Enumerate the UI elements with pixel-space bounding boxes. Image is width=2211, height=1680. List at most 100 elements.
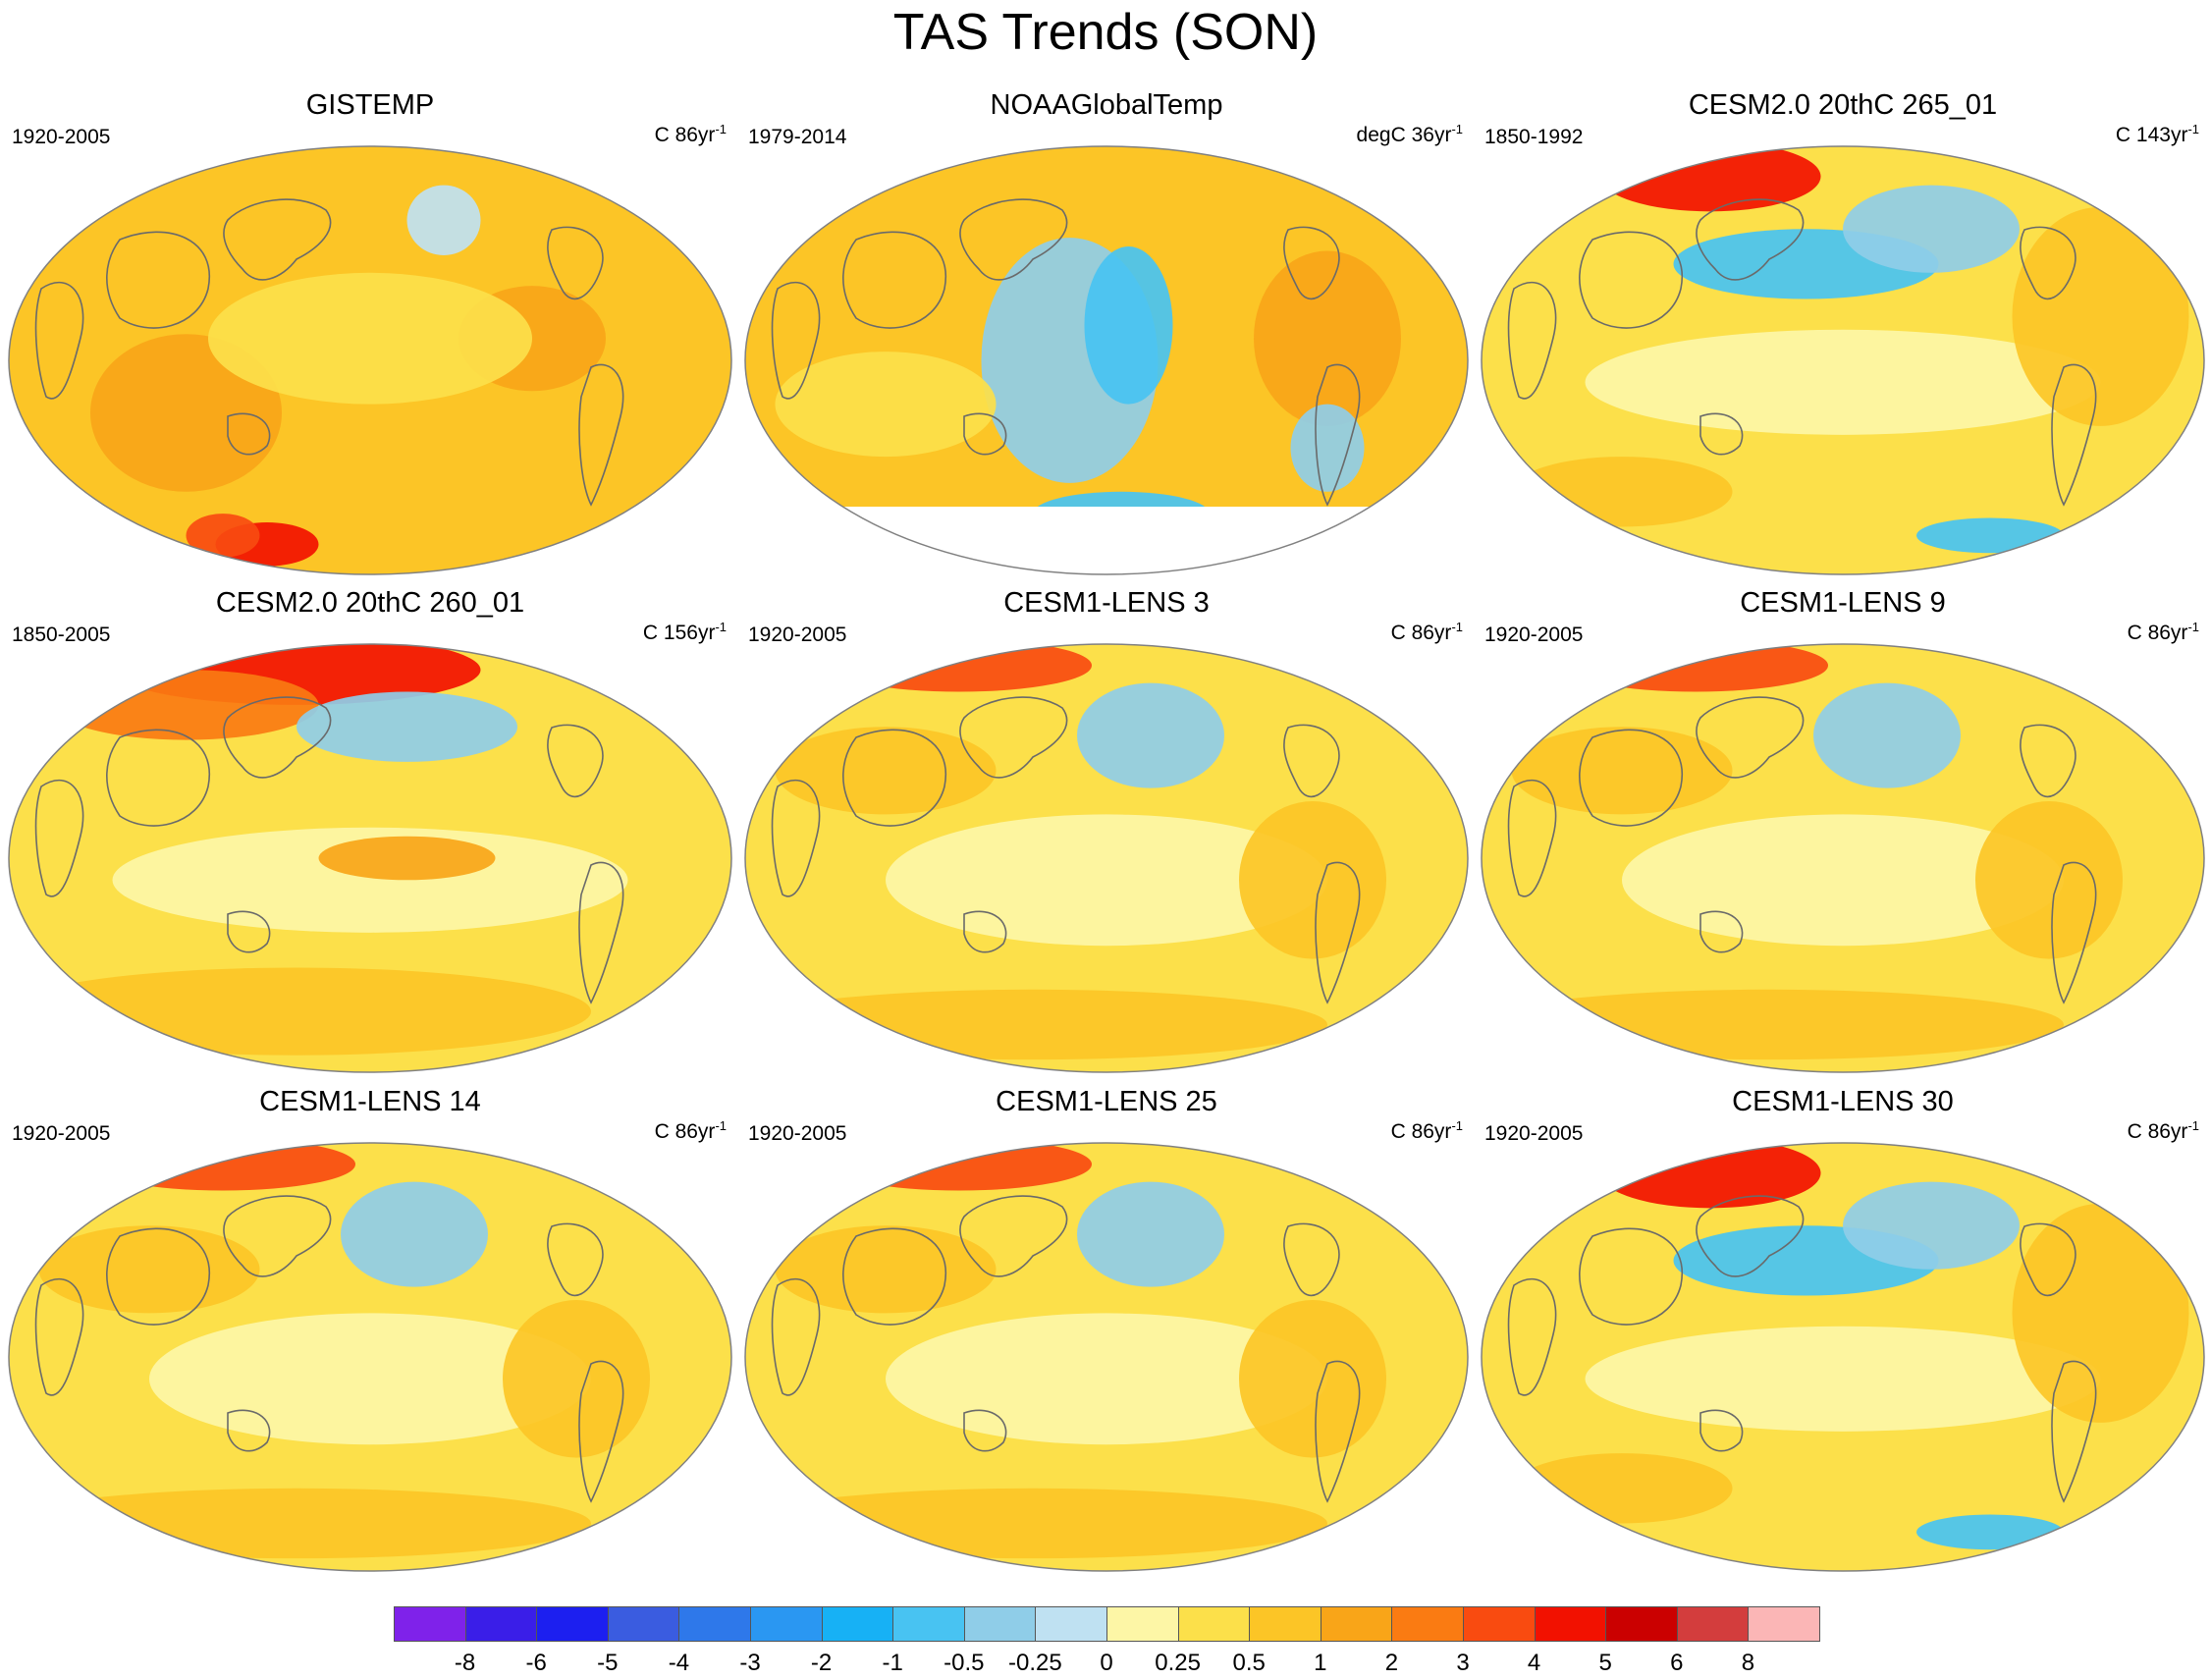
- colorbar-swatch: [892, 1606, 965, 1642]
- coastline: [963, 1409, 1007, 1452]
- trend-region: [1599, 1143, 1821, 1209]
- trend-region: [1290, 404, 1365, 492]
- trend-region: [775, 727, 997, 815]
- map-border: [8, 1142, 732, 1572]
- trend-region: [1511, 457, 1733, 527]
- colorbar-swatch: [1676, 1606, 1750, 1642]
- colorbar-tick-label: -3: [739, 1650, 761, 1676]
- map-border: [8, 145, 732, 575]
- coastline: [959, 696, 1068, 779]
- coastline: [223, 198, 332, 281]
- coastline: [1315, 363, 1361, 507]
- coastline: [1283, 1222, 1340, 1297]
- colorbar-tick-label: 0: [1100, 1650, 1113, 1676]
- colorbar-tick-label: 2: [1384, 1650, 1399, 1676]
- units-label: C 86yr-1: [2127, 620, 2199, 644]
- units-label: C 86yr-1: [1390, 620, 1463, 644]
- trend-region: [1077, 1181, 1224, 1287]
- map-border: [744, 643, 1469, 1073]
- colorbar-swatch: [1391, 1606, 1464, 1642]
- world-map: [8, 643, 732, 1073]
- coastline: [771, 1278, 821, 1396]
- coastline: [842, 1227, 947, 1326]
- panel-title: GISTEMP: [305, 89, 435, 121]
- coastline: [223, 1195, 332, 1277]
- trend-region: [886, 814, 1327, 947]
- trend-region: [1084, 246, 1173, 405]
- trend-region: [406, 185, 481, 255]
- coastline: [1699, 1409, 1744, 1452]
- map-border: [8, 643, 732, 1073]
- period-label: 1920-2005: [748, 1122, 847, 1145]
- trend-region: [1511, 727, 1733, 815]
- coastline: [34, 282, 84, 400]
- colorbar-tick-label: -4: [668, 1650, 690, 1676]
- coastline: [842, 729, 947, 827]
- coastline: [578, 861, 624, 1004]
- colorbar: -8 -6 -5 -4 -3 -2 -1 -0.5 -0.25 0 0.25 0.5 1 2 3 4 5 6 8: [394, 1606, 1820, 1680]
- trend-region: [1511, 1453, 1733, 1524]
- world-map: [744, 145, 1469, 575]
- map-panel: CESM1-LENS 3 1920-2005 C 86yr-1: [738, 586, 1475, 1077]
- coastline: [34, 780, 84, 897]
- coastline: [963, 910, 1007, 953]
- colorbar-tick-label: -2: [810, 1650, 833, 1676]
- trend-region: [1239, 1300, 1386, 1458]
- trend-region: [886, 1313, 1327, 1445]
- coastline: [227, 910, 271, 953]
- colorbar-tick-label: 1: [1314, 1650, 1327, 1676]
- trend-region: [775, 352, 997, 458]
- coastline: [1507, 1278, 1557, 1396]
- units-label: C 143yr-1: [2115, 122, 2199, 146]
- trend-region: [2012, 206, 2189, 426]
- coastline: [34, 1278, 84, 1396]
- colorbar-swatch: [1605, 1606, 1678, 1642]
- coastline: [2051, 861, 2097, 1004]
- coastline: [771, 780, 821, 897]
- colorbar-swatch: [750, 1606, 823, 1642]
- coastline: [1283, 226, 1340, 300]
- trend-region: [1975, 801, 2123, 959]
- map-border: [1481, 145, 2205, 575]
- figure-title: TAS Trends (SON): [892, 4, 1319, 61]
- world-map: [744, 1142, 1469, 1572]
- world-map: [1481, 145, 2205, 575]
- trend-region: [9, 967, 591, 1056]
- coastline: [2051, 1360, 2097, 1503]
- trend-region: [745, 989, 1327, 1060]
- coastline: [1315, 861, 1361, 1004]
- panel-title: NOAAGlobalTemp: [990, 89, 1223, 121]
- colorbar-swatch: [1534, 1606, 1607, 1642]
- period-label: 1920-2005: [12, 1122, 111, 1145]
- map-panel: CESM2.0 20thC 260_01 1850-2005 C 156yr-1: [2, 586, 738, 1077]
- coastline: [547, 724, 604, 798]
- panel-title: CESM1-LENS 9: [1740, 587, 1946, 619]
- coastline: [1696, 696, 1805, 779]
- panel-title: CESM2.0 20thC 265_01: [1688, 89, 1998, 121]
- colorbar-tick-label: 6: [1670, 1650, 1684, 1676]
- map-border: [1481, 643, 2205, 1073]
- map-panel: CESM1-LENS 25 1920-2005 C 86yr-1: [738, 1085, 1475, 1576]
- trend-region: [9, 1488, 591, 1559]
- coastline: [1699, 412, 1744, 456]
- trend-region: [149, 1313, 591, 1445]
- trend-region: [745, 1488, 1327, 1559]
- colorbar-swatch: [1177, 1606, 1251, 1642]
- trend-region: [53, 670, 319, 740]
- coastline: [959, 198, 1068, 281]
- colorbar-tick-label: -6: [525, 1650, 547, 1676]
- period-label: 1920-2005: [1484, 1122, 1584, 1145]
- coastline: [963, 412, 1007, 456]
- colorbar-tick-label: -8: [454, 1650, 476, 1676]
- trend-region: [1254, 250, 1401, 426]
- map-panel: GISTEMP 1920-2005 C 86yr-1: [2, 88, 738, 579]
- colorbar-swatch: [536, 1606, 609, 1642]
- trend-region: [1813, 682, 1961, 788]
- coastline: [106, 1227, 211, 1326]
- units-label: C 86yr-1: [654, 122, 727, 146]
- world-map: [744, 643, 1469, 1073]
- coastline: [842, 231, 947, 329]
- world-map: [8, 145, 732, 575]
- trend-region: [1077, 682, 1224, 788]
- colorbar-swatch: [963, 1606, 1037, 1642]
